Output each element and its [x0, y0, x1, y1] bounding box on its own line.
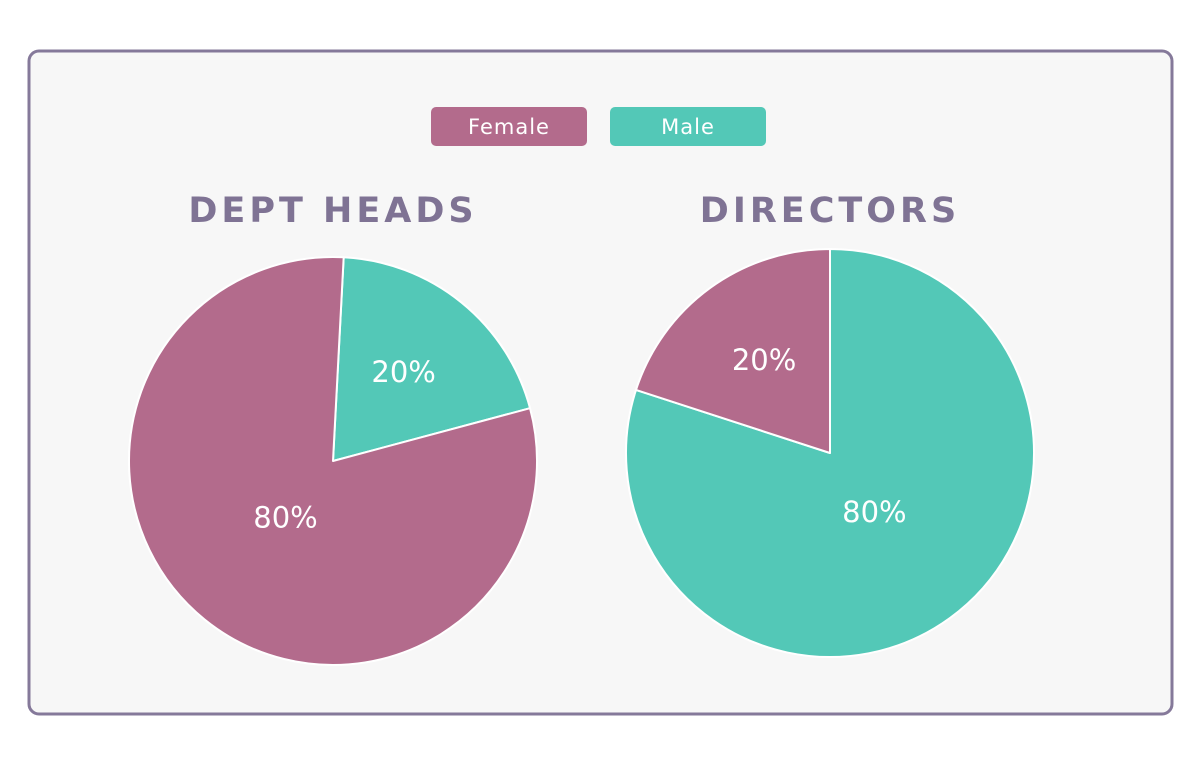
chart-title: DEPT HEADS [188, 191, 477, 231]
pie-slice [332, 256, 532, 462]
slice-label: 20% [371, 355, 435, 389]
chart-title: DIRECTORS [700, 191, 960, 231]
slice-label: 80% [253, 501, 317, 535]
legend-label: Female [468, 115, 550, 139]
pie-slice [128, 256, 538, 666]
slice-label: 20% [732, 343, 796, 377]
legend-swatch [610, 107, 766, 146]
legend-label: Male [661, 115, 715, 139]
pie-slice [634, 248, 831, 454]
slice-label: 80% [842, 495, 906, 529]
legend-swatch [431, 107, 587, 146]
